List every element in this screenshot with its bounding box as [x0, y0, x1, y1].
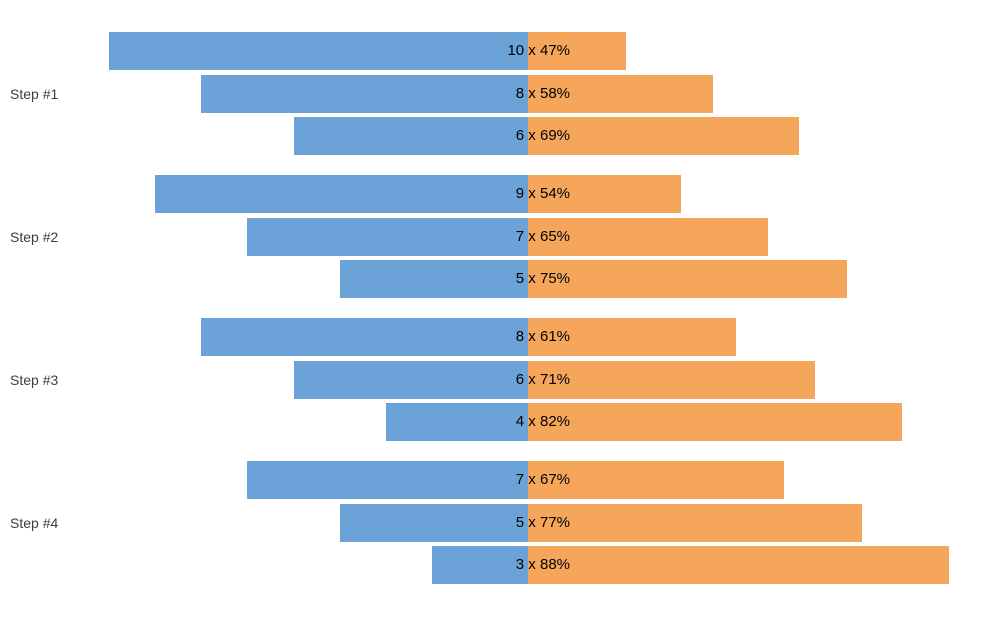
right-bar-segment [528, 546, 949, 584]
left-bar-segment [294, 361, 528, 399]
right-bar-segment [528, 175, 681, 213]
left-bar-segment [201, 75, 528, 113]
right-bar-segment [528, 218, 768, 256]
left-bar-segment [201, 318, 528, 356]
group-label: Step #4 [10, 515, 59, 531]
left-bar-segment [247, 218, 528, 256]
right-bar-segment [528, 461, 784, 499]
left-bar-segment [432, 546, 528, 584]
right-bar-segment [528, 117, 799, 155]
right-bar-segment [528, 403, 902, 441]
group-label: Step #1 [10, 86, 59, 102]
right-bar-segment [528, 361, 815, 399]
left-bar-segment [109, 32, 528, 70]
right-bar-segment [528, 318, 736, 356]
group-label: Step #2 [10, 229, 59, 245]
right-bar-segment [528, 504, 862, 542]
right-bar-segment [528, 75, 713, 113]
left-bar-segment [294, 117, 528, 155]
left-bar-segment [340, 260, 528, 298]
left-bar-segment [155, 175, 528, 213]
group-label: Step #3 [10, 372, 59, 388]
left-bar-segment [386, 403, 528, 441]
right-bar-segment [528, 32, 626, 70]
right-bar-segment [528, 260, 847, 298]
left-bar-segment [247, 461, 528, 499]
left-bar-segment [340, 504, 528, 542]
